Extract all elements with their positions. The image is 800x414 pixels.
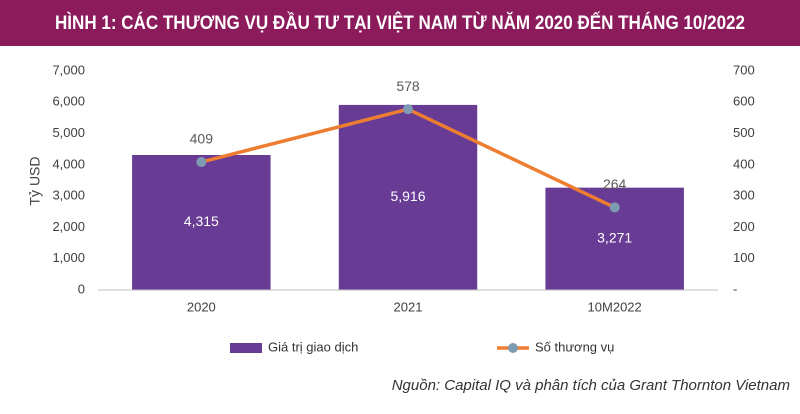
bar-value-label: 4,315 xyxy=(184,213,219,229)
y2-tick-label: 500 xyxy=(733,125,755,140)
line-value-label: 578 xyxy=(396,78,420,94)
y-tick-label: 1,000 xyxy=(52,250,85,265)
legend-label: Giá trị giao dịch xyxy=(268,339,358,354)
x-tick-label: 2021 xyxy=(394,299,423,314)
y-tick-label: 5,000 xyxy=(52,125,85,140)
bar-value-label: 5,916 xyxy=(390,188,425,204)
y-tick-label: 6,000 xyxy=(52,94,85,109)
x-tick-label: 2020 xyxy=(187,299,216,314)
y2-tick-label: - xyxy=(733,281,737,296)
y2-tick-label: 700 xyxy=(733,62,755,77)
y-tick-label: 2,000 xyxy=(52,219,85,234)
y2-tick-label: 200 xyxy=(733,219,755,234)
x-tick-label: 10M2022 xyxy=(588,299,642,314)
legend-swatch xyxy=(230,343,262,353)
bar xyxy=(338,104,478,290)
y2-tick-label: 100 xyxy=(733,250,755,265)
y2-tick-label: 300 xyxy=(733,188,755,203)
line-marker xyxy=(609,202,620,213)
y2-tick-label: 400 xyxy=(733,156,755,171)
line-value-label: 409 xyxy=(190,131,214,147)
legend-marker xyxy=(508,343,518,353)
source-note: Nguồn: Capital IQ và phân tích của Grant… xyxy=(392,377,790,394)
title-banner xyxy=(0,0,800,46)
y-tick-label: 7,000 xyxy=(52,62,85,77)
y-tick-label: 3,000 xyxy=(52,188,85,203)
line-value-label: 264 xyxy=(603,176,627,192)
y-tick-label: 4,000 xyxy=(52,156,85,171)
legend-label: Số thương vụ xyxy=(535,339,614,354)
bar xyxy=(132,155,271,290)
line-marker xyxy=(403,104,413,115)
chart-title: HÌNH 1: CÁC THƯƠNG VỤ ĐẦU TƯ TẠI VIỆT NA… xyxy=(55,12,745,34)
y-tick-label: 0 xyxy=(78,281,85,296)
bar-value-label: 3,271 xyxy=(597,230,632,246)
line-marker xyxy=(196,157,207,168)
y2-tick-label: 600 xyxy=(733,94,755,109)
y-axis-title: Tỷ USD xyxy=(27,157,43,206)
